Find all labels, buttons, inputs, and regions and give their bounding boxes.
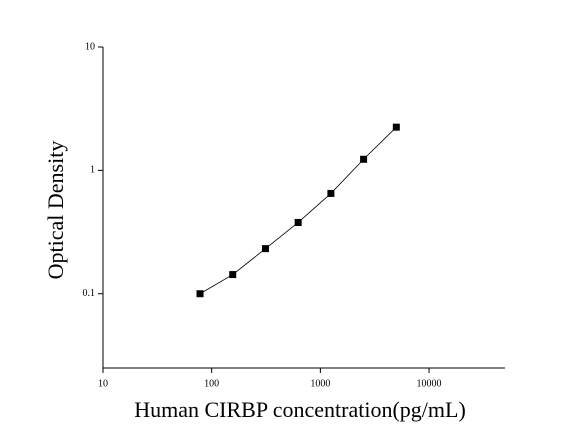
data-point <box>294 218 302 226</box>
data-point <box>229 271 237 279</box>
x-axis-title: Human CIRBP concentration(pg/mL) <box>134 397 466 422</box>
x-tick-label: 1000 <box>310 378 330 389</box>
y-axis-title: Optical Density <box>43 141 68 280</box>
data-point <box>392 123 400 131</box>
data-point <box>327 189 335 197</box>
x-tick-label: 10000 <box>417 378 442 389</box>
x-tick-label: 10 <box>98 378 108 389</box>
y-tick-label: 0.1 <box>83 288 96 299</box>
data-point <box>196 290 204 298</box>
y-tick-label: 10 <box>85 41 95 52</box>
fit-curve <box>199 126 397 295</box>
data-point <box>360 155 368 163</box>
data-point <box>261 245 269 253</box>
y-tick-label: 1 <box>90 165 95 176</box>
x-tick-label: 100 <box>204 378 219 389</box>
